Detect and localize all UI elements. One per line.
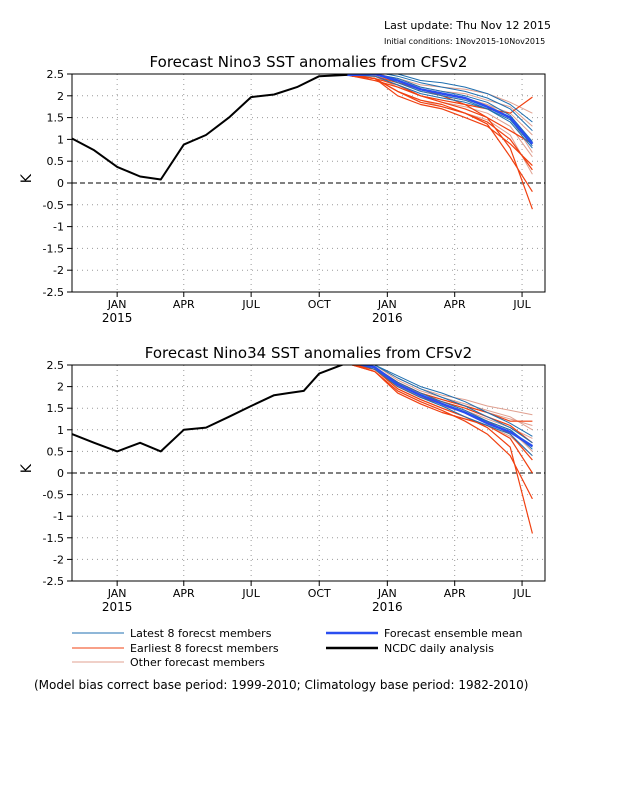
earliest-member-line <box>350 365 533 474</box>
analysis-line <box>72 365 345 453</box>
chart-title: Forecast Nino34 SST anomalies from CFSv2 <box>145 344 472 362</box>
y-tick-label: -2 <box>53 264 64 277</box>
x-tick-year-label: 2016 <box>372 600 403 614</box>
y-tick-label: 0 <box>57 177 64 190</box>
x-tick-label: JUL <box>241 587 260 600</box>
y-tick-label: -1.5 <box>43 242 64 255</box>
y-axis-label: K <box>19 173 35 183</box>
latest-member-line <box>369 365 533 437</box>
y-tick-label: 2.5 <box>47 68 65 81</box>
earliest-member-line <box>347 74 533 145</box>
legend: Latest 8 forecst members Earliest 8 fore… <box>72 627 523 669</box>
ensemble-mean-line <box>357 365 534 448</box>
x-tick-label: JUL <box>512 587 531 600</box>
latest-member-line <box>369 365 533 444</box>
latest-member-line <box>347 74 533 123</box>
legend-mean-label: Forecast ensemble mean <box>384 627 523 640</box>
y-tick-label: 0.5 <box>47 445 65 458</box>
x-tick-label: APR <box>444 587 466 600</box>
earliest-member-line <box>350 365 533 534</box>
y-tick-label: 1 <box>57 133 64 146</box>
legend-analysis-label: NCDC daily analysis <box>384 642 494 655</box>
y-tick-label: 2 <box>57 90 64 103</box>
y-tick-label: 2.5 <box>47 359 65 372</box>
earliest-member-line <box>347 74 533 193</box>
earliest-member-line <box>347 74 533 167</box>
x-tick-year-label: 2015 <box>102 311 133 325</box>
other-member-line <box>347 74 533 175</box>
y-tick-label: 1.5 <box>47 402 65 415</box>
x-tick-label: JAN <box>107 587 127 600</box>
latest-member-line <box>347 74 533 149</box>
x-tick-label: APR <box>444 298 466 311</box>
footnote-text: (Model bias correct base period: 1999-20… <box>34 678 528 692</box>
y-tick-label: -0.5 <box>43 199 64 212</box>
x-tick-label: JAN <box>377 298 397 311</box>
nino3-chart: Forecast Nino3 SST anomalies from CFSv2 2… <box>19 53 546 325</box>
y-tick-label: 1.5 <box>47 112 65 125</box>
y-tick-label: -2.5 <box>43 575 64 588</box>
y-tick-label: 2 <box>57 381 64 394</box>
latest-member-line <box>361 365 533 450</box>
x-tick-label: APR <box>173 298 195 311</box>
other-member-line <box>369 365 533 431</box>
latest-member-line <box>347 74 533 132</box>
x-tick-label: OCT <box>308 298 331 311</box>
legend-latest-label: Latest 8 forecst members <box>130 627 272 640</box>
x-tick-label: JAN <box>377 587 397 600</box>
y-tick-label: 1 <box>57 424 64 437</box>
earliest-member-line <box>347 74 533 210</box>
initial-conditions-text: Initial conditions: 1Nov2015-10Nov2015 <box>384 37 546 46</box>
legend-earliest-label: Earliest 8 forecst members <box>130 642 279 655</box>
other-member-line <box>369 365 533 416</box>
y-tick-label: -1 <box>53 510 64 523</box>
y-tick-label: -2.5 <box>43 286 64 299</box>
chart-title: Forecast Nino3 SST anomalies from CFSv2 <box>150 53 468 71</box>
x-tick-year-label: 2015 <box>102 600 133 614</box>
x-tick-label: JUL <box>241 298 260 311</box>
nino34-chart: Forecast Nino34 SST anomalies from CFSv2… <box>19 344 546 614</box>
y-axis-label: K <box>19 463 35 473</box>
earliest-member-line <box>347 74 533 171</box>
analysis-line <box>72 74 348 181</box>
x-tick-year-label: 2016 <box>372 311 403 325</box>
x-tick-label: APR <box>173 587 195 600</box>
y-tick-label: -1.5 <box>43 532 64 545</box>
x-tick-label: JAN <box>107 298 127 311</box>
x-tick-label: JUL <box>512 298 531 311</box>
y-tick-label: -0.5 <box>43 489 64 502</box>
y-tick-label: -1 <box>53 221 64 234</box>
y-tick-label: 0.5 <box>47 155 65 168</box>
last-update-text: Last update: Thu Nov 12 2015 <box>384 19 551 32</box>
y-tick-label: -2 <box>53 553 64 566</box>
legend-other-label: Other forecast members <box>130 656 265 669</box>
y-tick-label: 0 <box>57 467 64 480</box>
x-tick-label: OCT <box>308 587 331 600</box>
other-member-line <box>347 74 533 127</box>
